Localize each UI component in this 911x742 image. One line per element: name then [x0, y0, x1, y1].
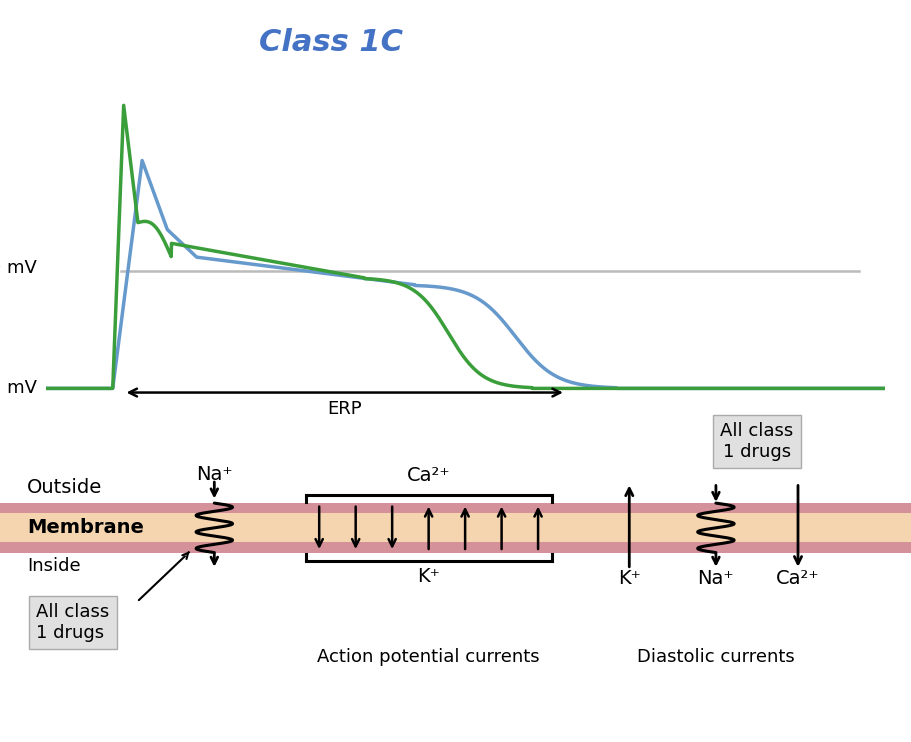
Text: K⁺: K⁺: [416, 567, 440, 586]
Text: K⁺: K⁺: [617, 568, 640, 588]
Text: Na⁺: Na⁺: [697, 568, 733, 588]
Text: Ca²⁺: Ca²⁺: [775, 568, 819, 588]
Text: Diastolic currents: Diastolic currents: [637, 648, 793, 666]
Text: All class
1 drugs: All class 1 drugs: [720, 422, 793, 461]
Text: ERP: ERP: [327, 400, 362, 418]
Bar: [0, 503, 911, 513]
Text: Outside: Outside: [27, 478, 103, 497]
Bar: [0, 542, 911, 553]
Text: All class
1 drugs: All class 1 drugs: [36, 603, 109, 642]
Text: Class 1C: Class 1C: [259, 28, 403, 57]
Text: 0 mV: 0 mV: [0, 259, 37, 278]
Bar: [0, 503, 911, 553]
Text: Action potential currents: Action potential currents: [317, 648, 539, 666]
Text: Inside: Inside: [27, 557, 81, 575]
Text: -85 mV: -85 mV: [0, 379, 37, 398]
Text: Ca²⁺: Ca²⁺: [406, 466, 450, 485]
Text: Na⁺: Na⁺: [196, 464, 232, 484]
Text: Membrane: Membrane: [27, 519, 144, 537]
